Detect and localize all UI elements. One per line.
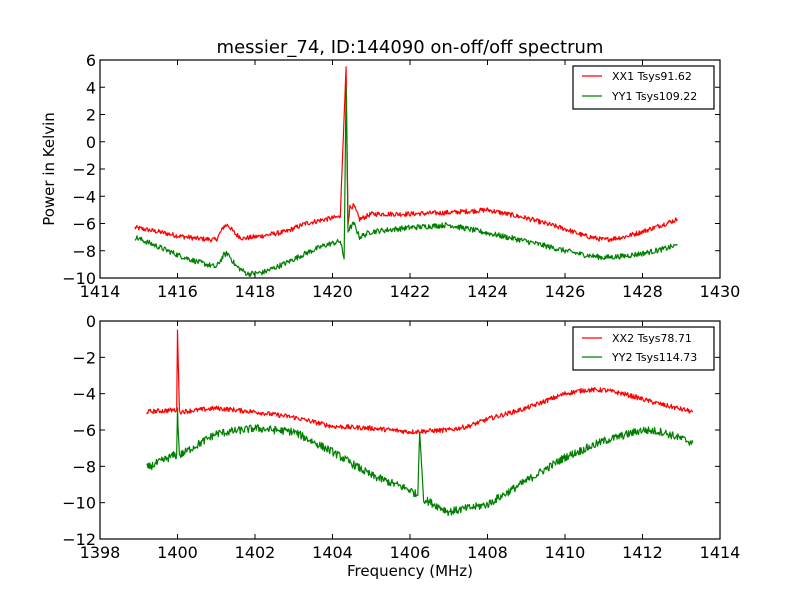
top-legend-label-yy1: YY1 Tsys109.22 bbox=[611, 90, 697, 103]
bottom-ticks: 1398 1400 1402 1404 1406 1408 1410 1412 1414 −12 −… bbox=[62, 312, 740, 562]
top-y-tick-label: −6 bbox=[72, 215, 96, 234]
chart-title: messier_74, ID:144090 on-off/off spectru… bbox=[217, 37, 604, 58]
bottom-series-yy2 bbox=[146, 407, 694, 516]
bottom-y-tick-label: −6 bbox=[72, 421, 96, 440]
top-ticks: 1414 1416 1418 1420 1422 1424 1426 1428 1430 −10 −… bbox=[62, 51, 740, 301]
top-legend-box bbox=[572, 65, 715, 110]
bottom-x-tick-label: 1404 bbox=[312, 543, 353, 562]
top-legend-label-xx1: XX1 Tsys91.62 bbox=[612, 70, 692, 83]
bottom-x-axis-label: Frequency (MHz) bbox=[347, 562, 473, 580]
top-series-yy1 bbox=[134, 86, 678, 277]
top-x-tick-label: 1414 bbox=[80, 282, 121, 301]
bottom-legend-box bbox=[572, 326, 715, 371]
bottom-x-tick-label: 1412 bbox=[622, 543, 663, 562]
bottom-series-layer bbox=[146, 329, 694, 516]
top-x-tick-label: 1420 bbox=[312, 282, 353, 301]
top-y-tick-label: 0 bbox=[86, 133, 96, 152]
top-y-axis-label: Power in Kelvin bbox=[40, 112, 58, 226]
top-x-tick-label: 1416 bbox=[157, 282, 198, 301]
top-legend: XX1 Tsys91.62 YY1 Tsys109.22 bbox=[572, 65, 715, 110]
bottom-legend-label-yy2: YY2 Tsys114.73 bbox=[611, 351, 697, 364]
bottom-x-tick-label: 1408 bbox=[467, 543, 508, 562]
bottom-x-tick-label: 1398 bbox=[80, 543, 121, 562]
top-axes: 1414 1416 1418 1420 1422 1424 1426 1428 1430 −10 −… bbox=[40, 51, 740, 301]
bottom-x-tick-label: 1414 bbox=[700, 543, 741, 562]
bottom-y-tick-label: −2 bbox=[72, 348, 96, 367]
top-y-tick-label: −2 bbox=[72, 160, 96, 179]
top-series-xx1 bbox=[134, 66, 678, 243]
bottom-y-tick-label: −12 bbox=[62, 530, 96, 549]
bottom-y-tick-label: −10 bbox=[62, 494, 96, 513]
top-y-tick-label: −10 bbox=[62, 269, 96, 288]
top-y-tick-label: 4 bbox=[86, 78, 96, 97]
bottom-y-tick-label: −8 bbox=[72, 457, 96, 476]
bottom-legend: XX2 Tsys78.71 YY2 Tsys114.73 bbox=[572, 326, 715, 371]
top-x-tick-label: 1418 bbox=[235, 282, 276, 301]
top-y-tick-label: −4 bbox=[72, 187, 96, 206]
top-series-layer bbox=[134, 66, 678, 277]
top-y-tick-label: 2 bbox=[86, 106, 96, 125]
bottom-y-tick-label: 0 bbox=[86, 312, 96, 331]
bottom-y-tick-label: −4 bbox=[72, 385, 96, 404]
top-x-tick-label: 1428 bbox=[622, 282, 663, 301]
bottom-x-tick-label: 1402 bbox=[235, 543, 276, 562]
top-y-tick-label: 6 bbox=[86, 51, 96, 70]
top-x-tick-label: 1422 bbox=[390, 282, 431, 301]
top-x-tick-label: 1424 bbox=[467, 282, 508, 301]
bottom-x-tick-label: 1410 bbox=[545, 543, 586, 562]
bottom-x-tick-label: 1406 bbox=[390, 543, 431, 562]
top-x-tick-label: 1430 bbox=[700, 282, 741, 301]
bottom-legend-label-xx2: XX2 Tsys78.71 bbox=[612, 332, 692, 345]
top-y-tick-label: −8 bbox=[72, 242, 96, 261]
top-x-tick-label: 1426 bbox=[545, 282, 586, 301]
bottom-axes: 1398 1400 1402 1404 1406 1408 1410 1412 1414 −12 −… bbox=[62, 312, 740, 580]
bottom-x-tick-label: 1400 bbox=[157, 543, 198, 562]
